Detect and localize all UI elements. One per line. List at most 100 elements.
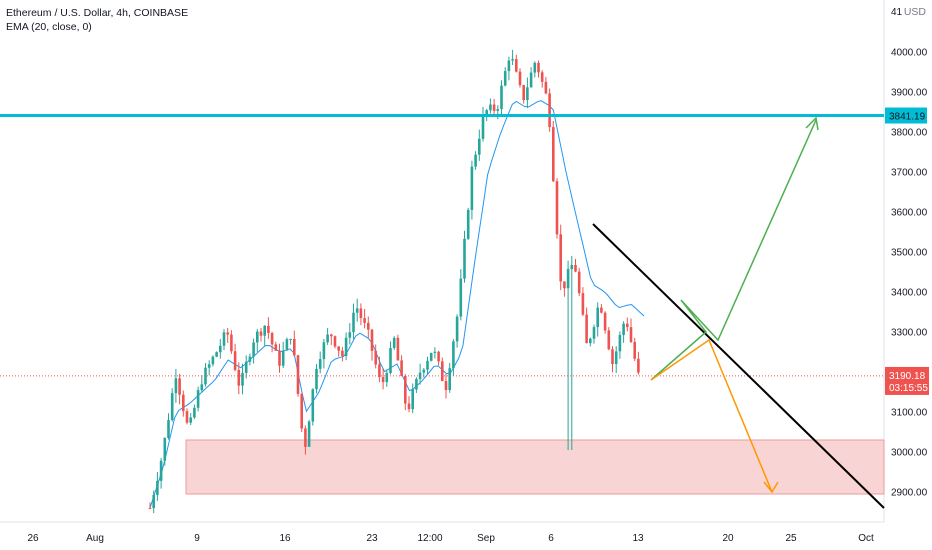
candle-body [352, 312, 355, 333]
candle-body [355, 308, 359, 313]
candle-body [259, 331, 263, 336]
time-tick-label: Sep [477, 533, 495, 544]
candle-body [548, 93, 551, 128]
candle-body [304, 428, 307, 447]
candle-body [281, 350, 285, 366]
symbol-title[interactable]: Ethereum / U.S. Dollar, 4h, COINBASE [6, 7, 189, 19]
candle-body [441, 361, 444, 382]
trendline[interactable] [592, 223, 885, 509]
candle-body [603, 312, 607, 331]
candle-body [285, 339, 289, 351]
candle-body [233, 351, 237, 370]
price-tick-label: 2900.00 [891, 488, 928, 499]
countdown-label: 03:15:55 [889, 383, 928, 394]
candle-body [489, 104, 492, 111]
candle-body [589, 338, 592, 344]
candle-body [396, 337, 400, 361]
candle-body [226, 332, 229, 335]
candle-body [507, 60, 511, 72]
candle-body [248, 356, 252, 362]
resistance-price-label: 3841.19 [889, 112, 926, 123]
candle-body [415, 378, 418, 390]
candle-body [159, 460, 163, 481]
chart-legend: Ethereum / U.S. Dollar, 4h, COINBASE EMA… [6, 6, 188, 34]
price-tick-label: 4000.00 [891, 48, 928, 59]
candle-body [474, 154, 477, 167]
price-tick-label: 3600.00 [891, 208, 928, 219]
candle-body [496, 109, 500, 111]
candle-body [481, 113, 485, 139]
candle-body [533, 62, 537, 73]
candle-body [463, 238, 466, 279]
price-axis[interactable]: 2900.003000.003100.003200.003300.003400.… [891, 7, 928, 499]
candle-body [322, 342, 326, 360]
candle-body [367, 322, 370, 330]
candle-body [363, 318, 366, 323]
time-tick-label: 6 [548, 533, 554, 544]
candle-body [163, 437, 167, 461]
candle-body [407, 403, 411, 410]
candle-body [337, 346, 340, 351]
candle-body [622, 323, 625, 336]
candle-body [174, 378, 178, 394]
candle-body [230, 334, 233, 352]
candle-body [278, 350, 281, 366]
candle-body [196, 390, 200, 408]
candle-body [570, 264, 574, 270]
orange-projection-path[interactable] [650, 338, 773, 493]
candle-body [544, 81, 548, 94]
candle-body [633, 341, 636, 359]
candle-body [296, 355, 300, 394]
candle-body [378, 364, 381, 378]
currency-label[interactable]: USD [903, 6, 926, 18]
price-tick-label: 3100.00 [891, 408, 928, 419]
candle-body [219, 345, 222, 353]
indicator-label[interactable]: EMA (20, close, 0) [6, 21, 92, 33]
time-tick-label: Oct [858, 533, 874, 544]
candle-body [167, 420, 170, 438]
time-tick-label: 25 [785, 533, 797, 544]
candle-body [222, 332, 226, 346]
time-tick-label: 12:00 [417, 533, 442, 544]
current-price-tag [885, 366, 929, 395]
candle-body [256, 331, 259, 343]
candle-body [626, 323, 629, 328]
candle-body [411, 389, 414, 410]
time-tick-label: 26 [27, 533, 39, 544]
candle-body [344, 337, 348, 356]
candle-body [359, 308, 363, 319]
time-axis[interactable]: 26 Aug 9 16 23 12:00 Sep 6 13 20 25 Oct [27, 533, 874, 544]
price-tick-label: 3800.00 [891, 128, 928, 139]
candle-body [426, 360, 429, 370]
time-tick-label: 9 [194, 533, 200, 544]
candle-body [637, 358, 640, 373]
projection-arrows[interactable] [650, 116, 819, 494]
candle-body [529, 72, 533, 88]
candles [148, 49, 640, 514]
drawn-lines[interactable] [0, 114, 885, 509]
candle-body [515, 59, 518, 72]
support-zone [185, 439, 885, 495]
candle-body [592, 327, 596, 339]
green-projection-path[interactable] [650, 119, 817, 381]
candle-body [207, 364, 211, 368]
candle-body [437, 351, 440, 362]
ema-path [149, 100, 645, 509]
candle-body [244, 361, 248, 373]
candle-body [444, 381, 448, 391]
candle-body [581, 293, 585, 315]
candle-body [270, 333, 274, 345]
candle-body [193, 407, 196, 418]
candle-body [267, 325, 270, 334]
candle-body [156, 480, 159, 495]
grid [0, 0, 885, 523]
candle-body [559, 234, 562, 282]
support-zone-rect[interactable] [185, 439, 885, 495]
candle-body [311, 389, 315, 422]
candle-body [374, 350, 377, 365]
price-tick-label: 3300.00 [891, 328, 928, 339]
candle-body [611, 349, 614, 365]
